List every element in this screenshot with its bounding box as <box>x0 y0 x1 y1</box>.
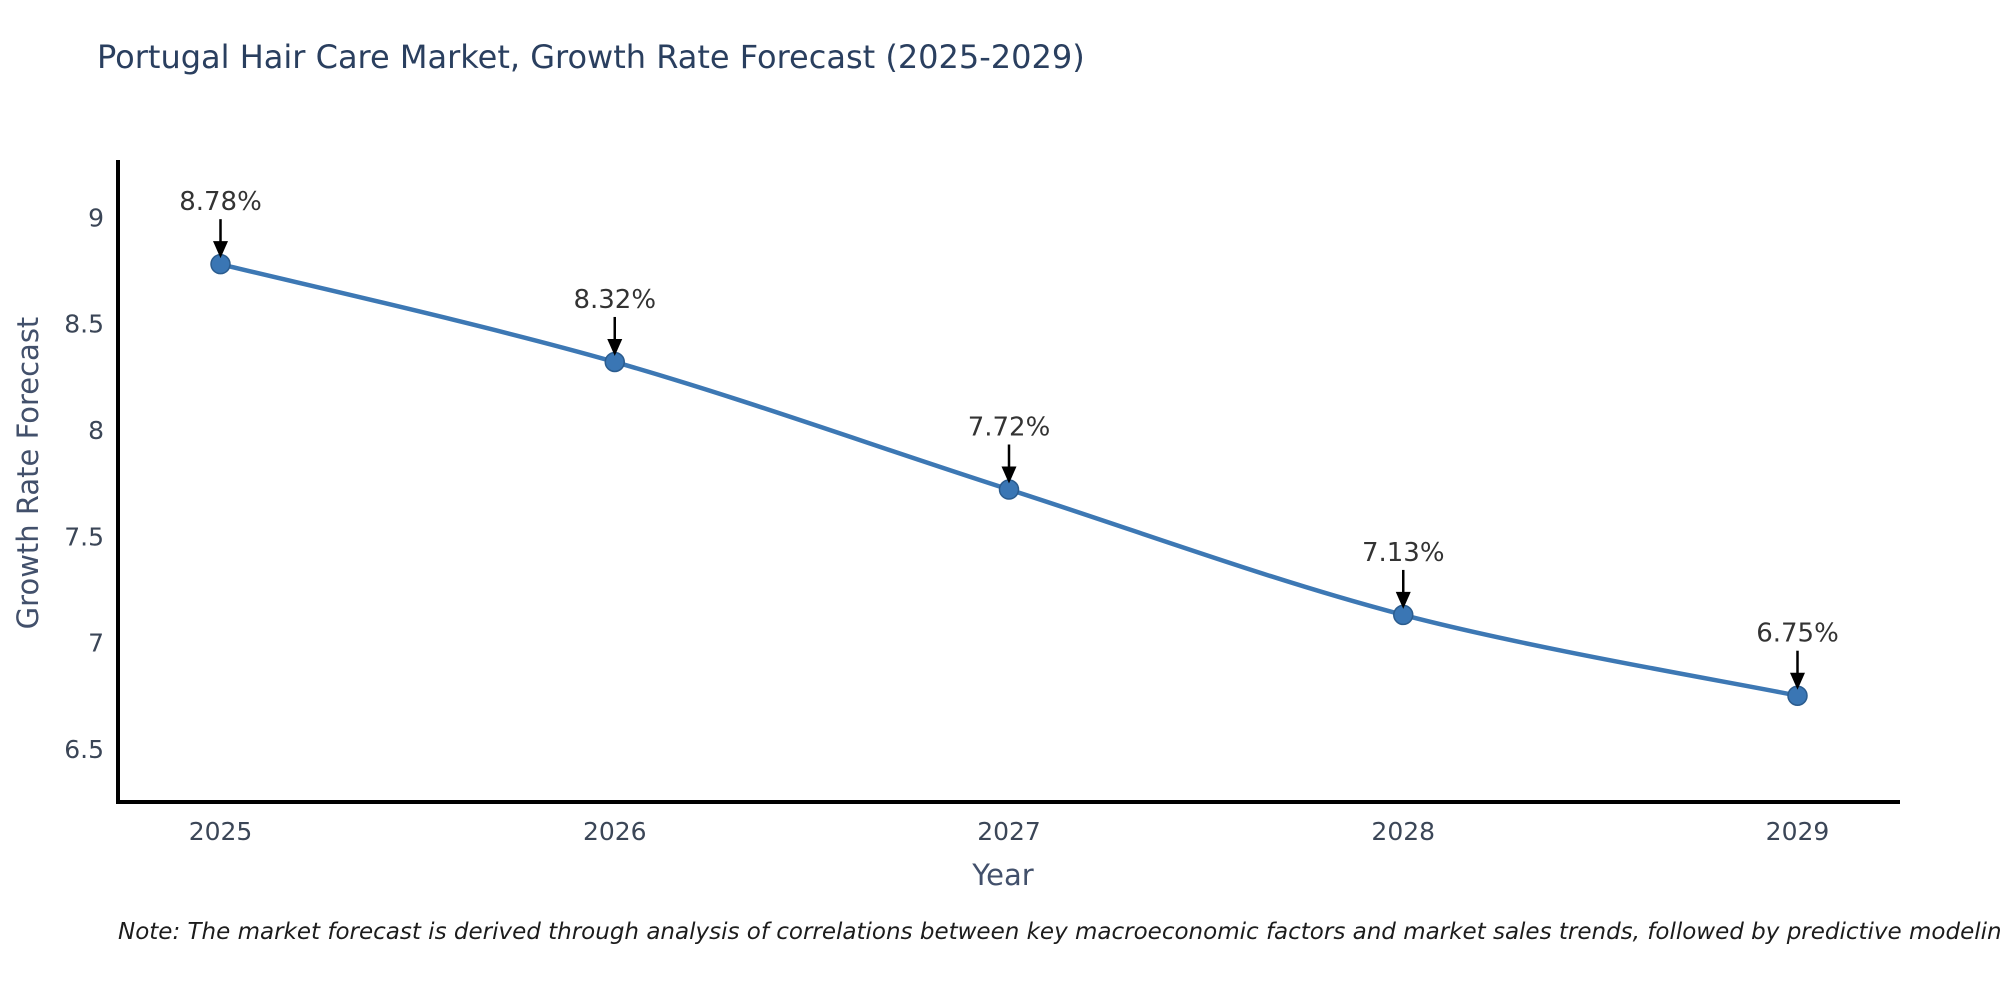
x-tick-label: 2027 <box>977 817 1041 846</box>
annotation-arrow-head <box>607 338 623 356</box>
annotation-arrow-head <box>1789 672 1805 690</box>
y-tick-label: 8 <box>88 416 104 445</box>
chart-title: Portugal Hair Care Market, Growth Rate F… <box>97 38 1085 76</box>
y-tick-label: 9 <box>88 203 104 232</box>
annotation-arrow-head <box>1395 591 1411 609</box>
data-point-label: 7.13% <box>1362 538 1445 568</box>
annotation-arrow-head <box>213 241 229 259</box>
x-tick-label: 2028 <box>1371 817 1435 846</box>
footnote: Note: The market forecast is derived thr… <box>118 919 2000 945</box>
data-point-label: 7.72% <box>968 413 1051 443</box>
y-tick-label: 7.5 <box>64 522 104 551</box>
x-tick-label: 2025 <box>189 817 253 846</box>
data-point-label: 6.75% <box>1756 619 1839 649</box>
data-point-label: 8.78% <box>179 187 262 217</box>
annotation-arrow-head <box>1001 466 1017 484</box>
y-tick-label: 8.5 <box>64 310 104 339</box>
x-axis-title: Year <box>972 858 1034 892</box>
y-tick-label: 7 <box>88 629 104 658</box>
x-tick-label: 2029 <box>1766 817 1830 846</box>
x-tick-label: 2026 <box>583 817 647 846</box>
data-point-label: 8.32% <box>573 285 656 315</box>
y-tick-label: 6.5 <box>64 735 104 764</box>
